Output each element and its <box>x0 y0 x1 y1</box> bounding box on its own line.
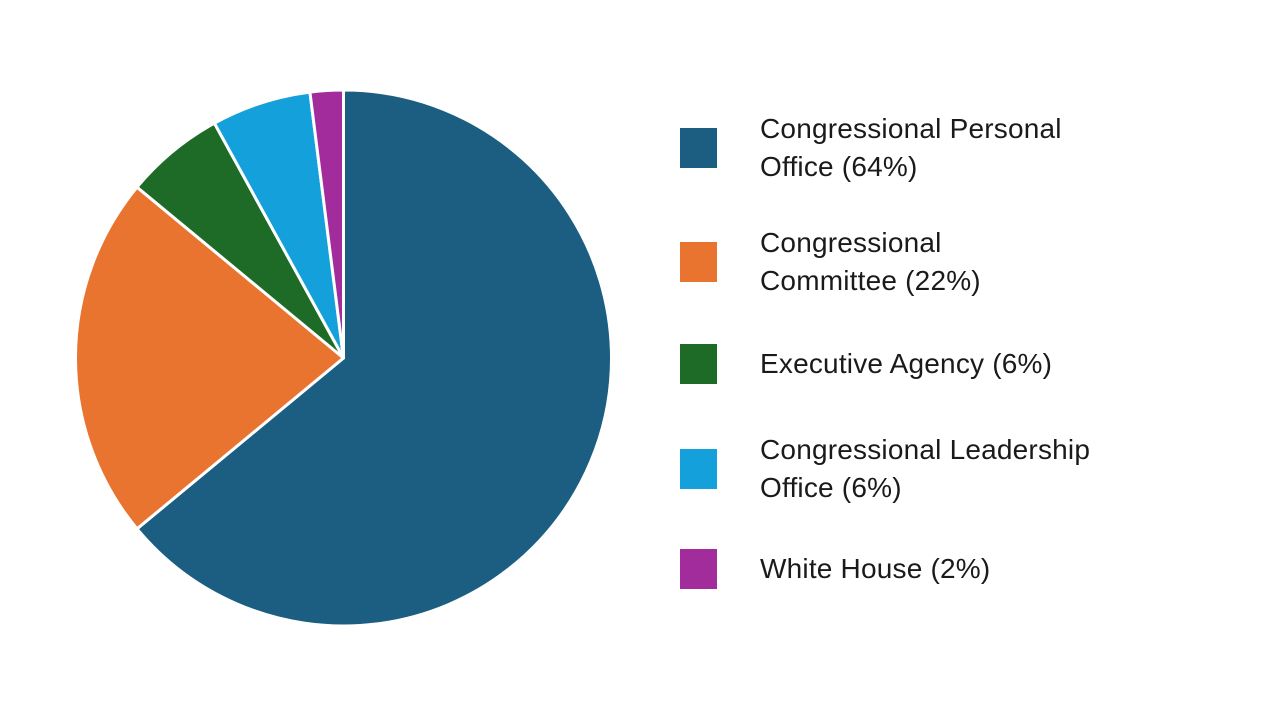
pie-slice-congressional-committee <box>73 185 345 531</box>
legend-item-white-house: White House (2%) <box>680 531 990 607</box>
legend-label-congressional-leadership-office: Congressional Leadership Office (6%) <box>760 431 1090 507</box>
legend-label-line: Congressional <box>760 227 942 258</box>
legend-label-executive-agency: Executive Agency (6%) <box>760 345 1052 383</box>
legend-item-congressional-leadership-office: Congressional Leadership Office (6%) <box>680 431 1090 507</box>
legend-swatch-executive-agency <box>680 344 717 384</box>
pie-slice-white-house <box>308 88 345 360</box>
legend-item-executive-agency: Executive Agency (6%) <box>680 326 1052 402</box>
legend-label-line: Office (64%) <box>760 151 918 182</box>
pie-chart-svg <box>73 88 613 628</box>
pie-chart <box>73 88 613 628</box>
pie-slice-congressional-personal-office <box>135 88 613 628</box>
legend-label-line: Congressional Leadership <box>760 434 1091 465</box>
legend-label-line: Executive Agency (6%) <box>760 348 1053 379</box>
legend-swatch-white-house <box>680 549 717 589</box>
legend-swatch-congressional-personal-office <box>680 128 717 168</box>
legend-label-white-house: White House (2%) <box>760 550 990 588</box>
legend-swatch-congressional-leadership-office <box>680 449 717 489</box>
legend-label-congressional-committee: Congressional Committee (22%) <box>760 224 981 300</box>
legend-label-line: Committee (22%) <box>760 265 981 296</box>
legend-label-line: Office (6%) <box>760 472 902 503</box>
legend-item-congressional-personal-office: Congressional Personal Office (64%) <box>680 110 1062 186</box>
legend-item-congressional-committee: Congressional Committee (22%) <box>680 224 981 300</box>
legend-label-congressional-personal-office: Congressional Personal Office (64%) <box>760 110 1062 186</box>
legend-label-line: Congressional Personal <box>760 113 1062 144</box>
legend-swatch-congressional-committee <box>680 242 717 282</box>
legend-label-line: White House (2%) <box>760 553 991 584</box>
chart-legend: Congressional Personal Office (64%) Cong… <box>680 0 1240 720</box>
